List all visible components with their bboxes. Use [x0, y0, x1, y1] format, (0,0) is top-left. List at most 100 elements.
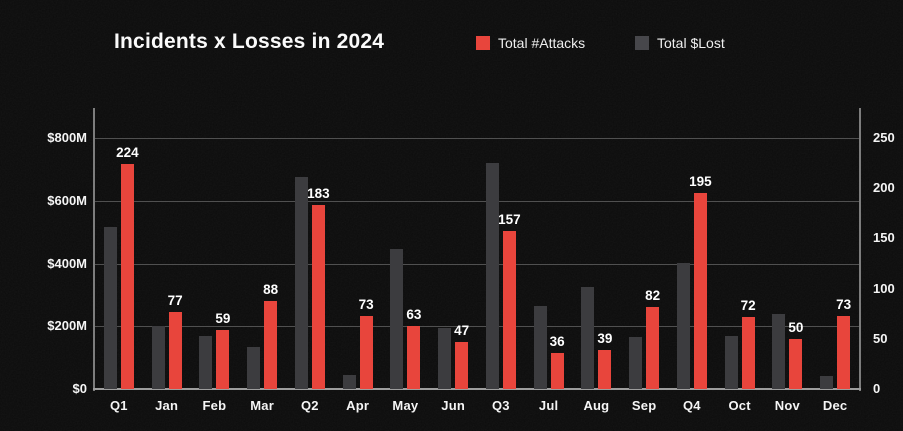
lost-bar-Jan [151, 326, 165, 389]
lost-bar-Oct [724, 336, 738, 389]
attacks-bar-Jul: 36 [550, 334, 565, 389]
legend-item-lost: Total $Lost [635, 34, 725, 52]
x-axis-label-Mar: Mar [250, 398, 274, 413]
attacks-legend-label: Total #Attacks [498, 35, 586, 51]
attacks-value-label-Jan: 77 [167, 293, 183, 308]
attacks-value-label-Q3: 157 [498, 212, 521, 227]
attacks-value-label-Nov: 50 [788, 320, 804, 335]
left-axis-tick-$0: $0 [72, 381, 87, 396]
attacks-value-label-Jun: 47 [454, 323, 470, 338]
bar-group-Sep: 82 [620, 108, 668, 389]
x-axis-label-Sep: Sep [631, 398, 657, 413]
attacks-value-label-Mar: 88 [263, 282, 279, 297]
x-axis-label-Dec: Dec [822, 398, 848, 413]
x-axis-label-Feb: Feb [202, 398, 227, 413]
bar-group-May: 63 [382, 108, 430, 389]
lost-bar-Dec [820, 376, 834, 389]
bar-group-Jul: 36 [525, 108, 573, 389]
x-axis-label-Jul: Jul [538, 398, 559, 413]
right-axis-tick-200: 200 [873, 180, 895, 196]
legend-item-attacks: Total #Attacks [476, 34, 585, 52]
attacks-bar-Aug: 39 [597, 331, 612, 389]
bar-group-Q3: 157 [477, 108, 525, 389]
lost-bar-Q4 [676, 263, 690, 389]
x-axis-label-Q3: Q3 [492, 398, 510, 413]
right-axis-line [859, 108, 861, 391]
lost-bar-Q3 [485, 163, 499, 389]
x-axis-label-Oct: Oct [728, 398, 751, 413]
lost-bar-Mar [247, 347, 261, 389]
x-axis-label-May: May [392, 398, 419, 413]
bar-group-Jun: 47 [429, 108, 477, 389]
x-axis-label-Q2: Q2 [301, 398, 319, 413]
x-axis-label-Jun: Jun [441, 398, 465, 413]
lost-bar-Feb [199, 336, 213, 389]
attacks-value-label-May: 63 [406, 307, 422, 322]
lost-legend-swatch [635, 36, 649, 50]
attacks-value-label-Apr: 73 [358, 297, 374, 312]
attacks-bar-Q3: 157 [498, 212, 521, 389]
bar-group-Oct: 72 [716, 108, 764, 389]
attacks-bar-Q1: 224 [116, 145, 139, 389]
lost-bar-Apr [342, 375, 356, 389]
attacks-bar-Dec: 73 [836, 297, 851, 389]
lost-bar-Q2 [294, 177, 308, 389]
lost-bar-Jul [533, 306, 547, 389]
attacks-bar-Apr: 73 [359, 297, 374, 389]
bar-group-Aug: 39 [573, 108, 621, 389]
left-axis-tick-$400M: $400M [47, 255, 87, 271]
attacks-value-label-Jul: 36 [549, 334, 565, 349]
attacks-bar-Feb: 59 [215, 311, 230, 389]
attacks-bar-Sep: 82 [645, 288, 660, 389]
attacks-bar-Mar: 88 [263, 282, 278, 389]
left-axis-tick-$600M: $600M [47, 192, 87, 208]
bars-container: 224 77 59 88 183 73 63 47 157 36 39 82 195 72 50 73 [95, 108, 859, 389]
x-axis-label-Aug: Aug [583, 398, 610, 413]
attacks-bar-Jan: 77 [168, 293, 183, 389]
x-axis-label-Q1: Q1 [110, 398, 128, 413]
bar-group-Nov: 50 [764, 108, 812, 389]
lost-bar-Sep [629, 337, 643, 389]
right-axis-tick-250: 250 [873, 130, 895, 145]
chart-title: Incidents x Losses in 2024 [114, 30, 385, 53]
right-axis-tick-50: 50 [873, 330, 888, 346]
attacks-value-label-Aug: 39 [597, 331, 613, 346]
bar-group-Dec: 73 [811, 108, 859, 389]
bar-group-Feb: 59 [191, 108, 239, 389]
attacks-bar-Q2: 183 [307, 186, 330, 389]
right-axis-tick-0: 0 [873, 381, 881, 396]
bar-group-Q4: 195 [668, 108, 716, 389]
x-axis-labels: Q1 Jan Feb Mar Q2 Apr May Jun Q3 Jul Aug Sep Q4 Oct No… [95, 398, 859, 413]
bar-group-Mar: 88 [238, 108, 286, 389]
left-axis-tick-$800M: $800M [47, 130, 87, 145]
attacks-value-label-Q1: 224 [116, 145, 139, 160]
attacks-bar-Q4: 195 [689, 174, 712, 389]
right-axis-tick-100: 100 [873, 280, 895, 296]
lost-bar-May [390, 249, 404, 389]
bar-group-Jan: 77 [143, 108, 191, 389]
attacks-value-label-Q2: 183 [307, 186, 330, 201]
x-axis-label-Apr: Apr [346, 398, 370, 413]
x-axis-label-Nov: Nov [774, 398, 800, 413]
right-axis-tick-150: 150 [873, 230, 895, 246]
bar-group-Apr: 73 [334, 108, 382, 389]
attacks-legend-swatch [476, 36, 490, 50]
attacks-bar-Jun: 47 [454, 323, 469, 389]
x-axis-label-Q4: Q4 [683, 398, 701, 413]
attacks-value-label-Sep: 82 [645, 288, 661, 303]
attacks-bar-May: 63 [406, 307, 421, 389]
attacks-value-label-Feb: 59 [215, 311, 231, 326]
attacks-bar-Nov: 50 [788, 320, 803, 389]
lost-bar-Nov [772, 314, 786, 389]
lost-bar-Q1 [103, 227, 117, 389]
attacks-value-label-Q4: 195 [689, 174, 712, 189]
lost-legend-label: Total $Lost [657, 35, 725, 51]
bar-group-Q1: 224 [95, 108, 143, 389]
lost-bar-Jun [438, 328, 452, 389]
attacks-value-label-Dec: 73 [836, 297, 852, 312]
lost-bar-Aug [581, 287, 595, 389]
attacks-bar-Oct: 72 [741, 298, 756, 389]
x-axis-label-Jan: Jan [155, 398, 179, 413]
